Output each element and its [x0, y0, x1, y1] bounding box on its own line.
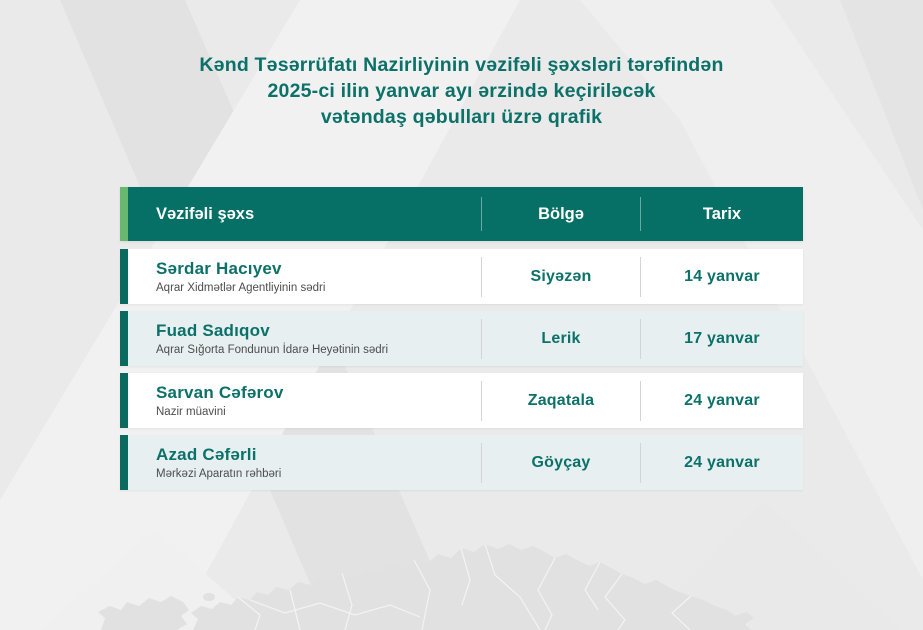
date-cell: 17 yanvar: [684, 329, 760, 347]
region-cell: Göyçay: [531, 453, 591, 471]
title-line: 2025-ci ilin yanvar ayı ərzində keçirilə…: [267, 80, 656, 103]
column-divider: [481, 256, 482, 297]
column-divider: [640, 318, 641, 359]
official-name: Azad Cəfərli: [156, 445, 257, 464]
official-cell: Fuad Sadıqov Aqrar Sığorta Fondunun İdar…: [128, 311, 481, 366]
region-cell: Siyəzən: [530, 267, 592, 285]
official-cell: Azad Cəfərli Mərkəzi Aparatın rəhbəri: [128, 435, 481, 490]
official-position: Mərkəzi Aparatın rəhbəri: [156, 468, 282, 480]
region-cell: Lerik: [541, 329, 581, 347]
page-title: Kənd Təsərrüfatı Nazirliyinin vəzifəli ş…: [0, 52, 923, 130]
date-cell: 24 yanvar: [684, 391, 760, 409]
official-cell: Sarvan Cəfərov Nazir müavini: [128, 373, 481, 428]
region-cell: Zaqatala: [527, 391, 595, 409]
table-rows: Sərdar Hacıyev Aqrar Xidmətlər Agentliyi…: [120, 249, 803, 490]
official-name: Sərdar Hacıyev: [156, 259, 282, 278]
column-divider: [481, 197, 482, 231]
column-divider: [640, 442, 641, 483]
azerbaijan-map: [98, 543, 754, 630]
table-row: Fuad Sadıqov Aqrar Sığorta Fondunun İdar…: [120, 311, 803, 366]
column-divider: [481, 380, 482, 421]
official-name: Fuad Sadıqov: [156, 321, 270, 340]
column-header-date: Tarix: [702, 204, 742, 223]
official-position: Nazir müavini: [156, 406, 226, 418]
column-divider: [640, 256, 641, 297]
date-cell: 24 yanvar: [684, 453, 760, 471]
title-line: vətəndaş qəbulları üzrə qrafik: [320, 106, 603, 129]
table-header: Vəzifəli şəxs Bölgə Tarix: [120, 187, 803, 241]
schedule-table: Vəzifəli şəxs Bölgə Tarix Sərdar Hacıyev…: [120, 187, 803, 490]
official-cell: Sərdar Hacıyev Aqrar Xidmətlər Agentliyi…: [128, 249, 481, 304]
table-row: Azad Cəfərli Mərkəzi Aparatın rəhbəri Gö…: [120, 435, 803, 490]
column-header-region: Bölgə: [538, 204, 584, 223]
official-position: Aqrar Xidmətlər Agentliyinin sədri: [156, 282, 326, 294]
date-cell: 14 yanvar: [684, 267, 760, 285]
table-row: Sarvan Cəfərov Nazir müavini Zaqatala 24…: [120, 373, 803, 428]
column-divider: [481, 442, 482, 483]
column-divider: [640, 380, 641, 421]
column-header-official: Vəzifəli şəxs: [156, 204, 255, 223]
official-position: Aqrar Sığorta Fondunun İdarə Heyətinin s…: [156, 344, 389, 356]
table-row: Sərdar Hacıyev Aqrar Xidmətlər Agentliyi…: [120, 249, 803, 304]
official-name: Sarvan Cəfərov: [156, 383, 284, 402]
column-divider: [481, 318, 482, 359]
column-divider: [640, 197, 641, 231]
title-line: Kənd Təsərrüfatı Nazirliyinin vəzifəli ş…: [199, 54, 724, 77]
